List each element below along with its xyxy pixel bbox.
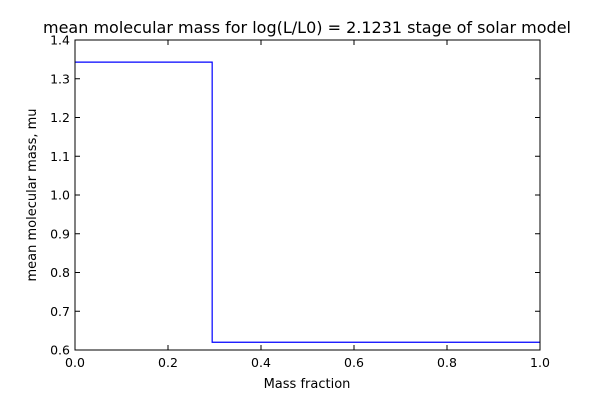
x-tick-label: 0.6 bbox=[344, 355, 364, 370]
x-tick-label: 0.0 bbox=[65, 355, 85, 370]
y-tick-label: 1.4 bbox=[50, 33, 70, 48]
x-tick-label: 0.4 bbox=[251, 355, 271, 370]
y-tick-label: 1.1 bbox=[50, 149, 70, 164]
x-tick-label: 0.8 bbox=[437, 355, 457, 370]
y-tick-label: 1.2 bbox=[50, 110, 70, 125]
y-tick-label: 1.3 bbox=[50, 71, 70, 86]
y-tick-label: 0.9 bbox=[50, 226, 70, 241]
x-tick-label: 0.2 bbox=[158, 355, 178, 370]
y-axis-label: mean molecular mass, mu bbox=[25, 108, 40, 281]
series-line-0 bbox=[75, 61, 540, 343]
y-tick-label: 0.7 bbox=[50, 304, 70, 319]
axes-frame bbox=[74, 39, 541, 351]
y-tick-label: 1.0 bbox=[50, 188, 70, 203]
x-tick-label: 1.0 bbox=[530, 355, 550, 370]
y-tick-label: 0.8 bbox=[50, 265, 70, 280]
chart-title: mean molecular mass for log(L/L0) = 2.12… bbox=[43, 18, 571, 37]
y-tick-label: 0.6 bbox=[50, 343, 70, 358]
plot-area: 0.0 0.2 0.4 0.6 0.8 1.0 0.6 0.7 0.8 0.9 1.0 1.1 1.2 1… bbox=[50, 33, 550, 371]
x-axis-label: Mass fraction bbox=[264, 377, 351, 392]
